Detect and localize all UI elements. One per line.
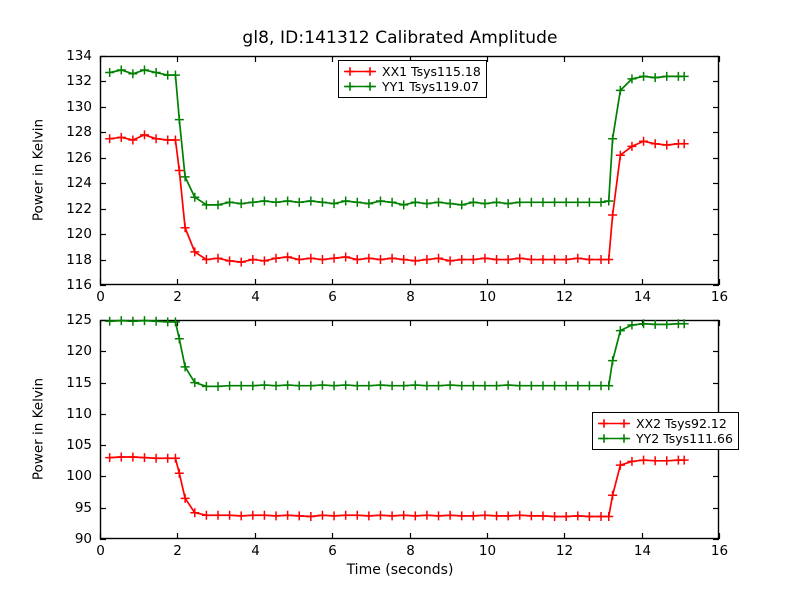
legend-label-yy1: YY1 Tsys119.07 xyxy=(382,79,479,94)
legend-item: YY2 Tsys111.66 xyxy=(597,431,733,446)
bottom-panel-xtick-10: 10 xyxy=(478,543,497,559)
bottom-panel-legend[interactable]: XX2 Tsys92.12 YY2 Tsys111.66 xyxy=(592,412,739,450)
legend-item: XX1 Tsys115.18 xyxy=(343,64,481,79)
bottom-panel-xtick-6: 6 xyxy=(328,543,337,559)
top-panel-ytick-134: 134 xyxy=(66,47,92,64)
top-panel-ytick-124: 124 xyxy=(66,174,92,191)
top-panel-xtick-4: 4 xyxy=(251,289,260,305)
bottom-panel-xtick-4: 4 xyxy=(251,543,260,559)
top-panel-legend[interactable]: XX1 Tsys115.18 YY1 Tsys119.07 xyxy=(338,60,487,98)
legend-label-xx1: XX1 Tsys115.18 xyxy=(382,64,481,79)
bottom-panel-ytick-90: 90 xyxy=(74,530,92,547)
top-panel-xtick-2: 2 xyxy=(173,289,182,305)
bottom-panel-xtick-12: 12 xyxy=(555,543,574,559)
page-title: gl8, ID:141312 Calibrated Amplitude xyxy=(242,28,558,48)
legend-item: XX2 Tsys92.12 xyxy=(597,416,733,431)
legend-line-sample-yy1 xyxy=(344,82,376,91)
top-panel-xtick-14: 14 xyxy=(633,289,652,305)
top-panel-ytick-128: 128 xyxy=(66,123,92,140)
series-markers-yy2 xyxy=(105,316,689,391)
bottom-panel-ytick-120: 120 xyxy=(66,342,92,359)
legend-label-xx2: XX2 Tsys92.12 xyxy=(636,416,727,431)
top-panel-xtick-10: 10 xyxy=(478,289,497,305)
top-panel-ytick-122: 122 xyxy=(66,200,92,217)
bottom-panel-ytick-100: 100 xyxy=(66,467,92,484)
bottom-panel-xtick-14: 14 xyxy=(633,543,652,559)
bottom-panel-ytick-125: 125 xyxy=(66,311,92,328)
bottom-panel-xtick-2: 2 xyxy=(173,543,182,559)
legend-label-yy2: YY2 Tsys111.66 xyxy=(636,431,733,446)
legend-item: YY1 Tsys119.07 xyxy=(343,79,481,94)
top-panel-xtick-8: 8 xyxy=(406,289,415,305)
top-panel-xtick-12: 12 xyxy=(555,289,574,305)
series-markers-xx2 xyxy=(105,452,689,521)
bottom-panel-ytick-115: 115 xyxy=(66,374,92,391)
top-panel-ytick-132: 132 xyxy=(66,72,92,89)
bottom-panel-ytick-95: 95 xyxy=(74,499,92,516)
bottom-panel-xtick-0: 0 xyxy=(96,543,105,559)
top-panel-ylabel: Power in Kelvin xyxy=(30,118,46,221)
legend-line-sample-xx2 xyxy=(598,419,630,428)
top-panel-xtick-16: 16 xyxy=(710,289,729,305)
top-panel-ytick-130: 130 xyxy=(66,98,92,115)
series-markers-xx1 xyxy=(105,130,689,267)
bottom-panel-xtick-8: 8 xyxy=(406,543,415,559)
bottom-panel-ytick-105: 105 xyxy=(66,436,92,453)
series-line-xx1 xyxy=(109,134,685,263)
bottom-panel-xtick-16: 16 xyxy=(710,543,729,559)
top-panel-xtick-0: 0 xyxy=(96,289,105,305)
top-panel-ytick-118: 118 xyxy=(66,251,92,268)
legend-line-sample-yy2 xyxy=(598,434,630,443)
top-panel-ytick-126: 126 xyxy=(66,149,92,166)
bottom-panel-xlabel: Time (seconds) xyxy=(346,562,454,578)
series-line-xx2 xyxy=(109,456,685,518)
top-panel-ytick-120: 120 xyxy=(66,225,92,242)
top-panel-ytick-116: 116 xyxy=(66,276,92,293)
series-line-yy2 xyxy=(109,319,685,388)
bottom-panel-ytick-110: 110 xyxy=(66,405,92,422)
legend-line-sample-xx1 xyxy=(344,67,376,76)
top-panel-xtick-6: 6 xyxy=(328,289,337,305)
